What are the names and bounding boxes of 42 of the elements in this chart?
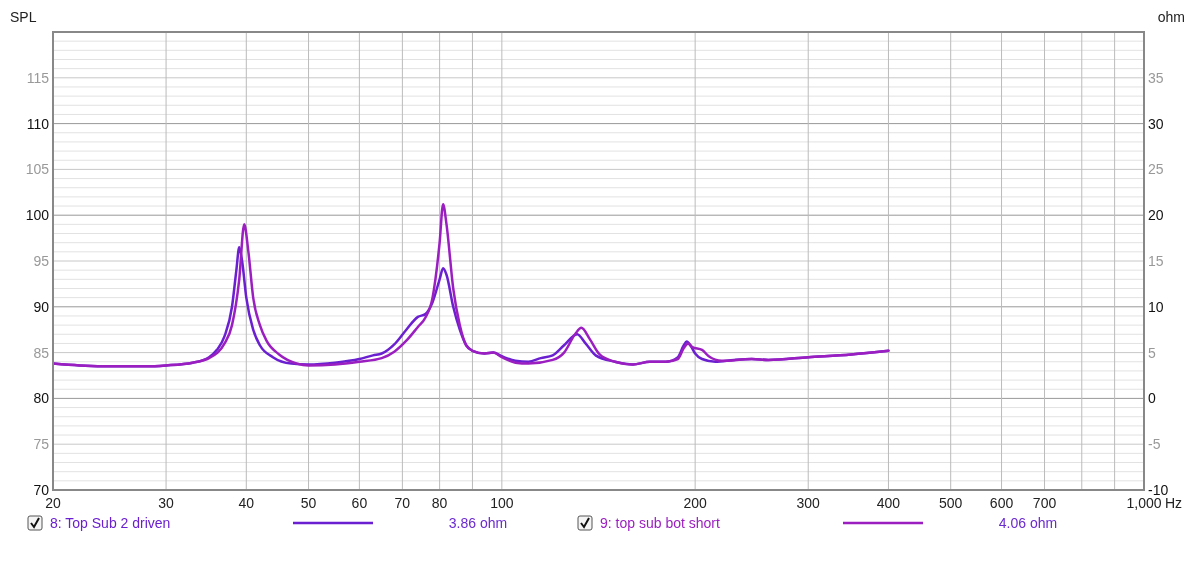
x-tick-label: 100 — [490, 495, 514, 511]
x-tick-label: 400 — [876, 495, 901, 511]
x-tick-label: 80 — [431, 495, 448, 511]
x-tick-label: 40 — [238, 495, 255, 511]
y-tick-label: 100 — [25, 207, 50, 224]
y-tick-label: 95 — [33, 253, 50, 269]
y2-axis-title: ohm — [1157, 9, 1185, 25]
text: 3.86 ohm — [448, 515, 508, 531]
y2-tick-label: 0 — [1148, 390, 1156, 407]
x-axis-title: Hz — [1165, 495, 1183, 511]
text: 9: top sub bot short — [600, 515, 720, 531]
x-tick-label: 300 — [796, 495, 821, 511]
x-tick-label: 1,000 — [1126, 495, 1162, 511]
y2-tick-label: 5 — [1148, 344, 1156, 361]
text: 8: Top Sub 2 driven — [50, 515, 171, 531]
y-tick-label: 70 — [33, 482, 50, 498]
y-axis-title: SPL — [10, 9, 37, 25]
x-tick-label: 30 — [158, 495, 175, 511]
y2-tick-label: 25 — [1148, 161, 1164, 178]
y-tick-label: 85 — [33, 344, 50, 361]
y2-tick-label: -5 — [1148, 436, 1161, 453]
y-tick-label: 80 — [33, 390, 50, 407]
y2-tick-label: 15 — [1148, 253, 1164, 269]
text: 4.06 ohm — [998, 515, 1058, 531]
x-tick-label: 700 — [1032, 495, 1057, 511]
x-tick-label: 20 — [45, 495, 61, 511]
x-tick-label: 60 — [351, 495, 368, 511]
y-tick-label: 75 — [33, 436, 50, 453]
y-tick-label: 90 — [33, 298, 50, 315]
y2-tick-label: 30 — [1148, 115, 1164, 132]
y2-tick-label: 10 — [1148, 298, 1164, 315]
y2-tick-label: -10 — [1148, 482, 1169, 498]
y-tick-label: 110 — [26, 115, 50, 132]
x-tick-label: 50 — [300, 495, 317, 511]
y2-tick-label: 20 — [1148, 207, 1164, 224]
x-tick-label: 200 — [683, 495, 708, 511]
x-tick-label: 500 — [939, 495, 963, 511]
y-tick-label: 105 — [25, 161, 50, 178]
x-tick-label: 600 — [989, 495, 1014, 511]
x-tick-label: 70 — [394, 495, 411, 511]
y-tick-label: 115 — [26, 69, 50, 86]
y2-tick-label: 35 — [1148, 69, 1164, 86]
